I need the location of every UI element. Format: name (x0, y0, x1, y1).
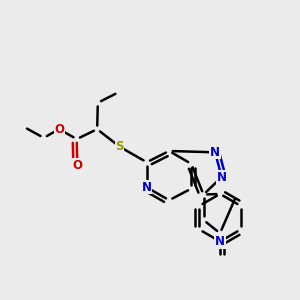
Text: S: S (116, 140, 124, 153)
Text: N: N (217, 171, 227, 184)
Text: N: N (215, 235, 225, 248)
Text: O: O (72, 159, 82, 172)
Text: N: N (142, 181, 152, 194)
Text: N: N (210, 146, 220, 159)
Text: O: O (54, 123, 64, 136)
